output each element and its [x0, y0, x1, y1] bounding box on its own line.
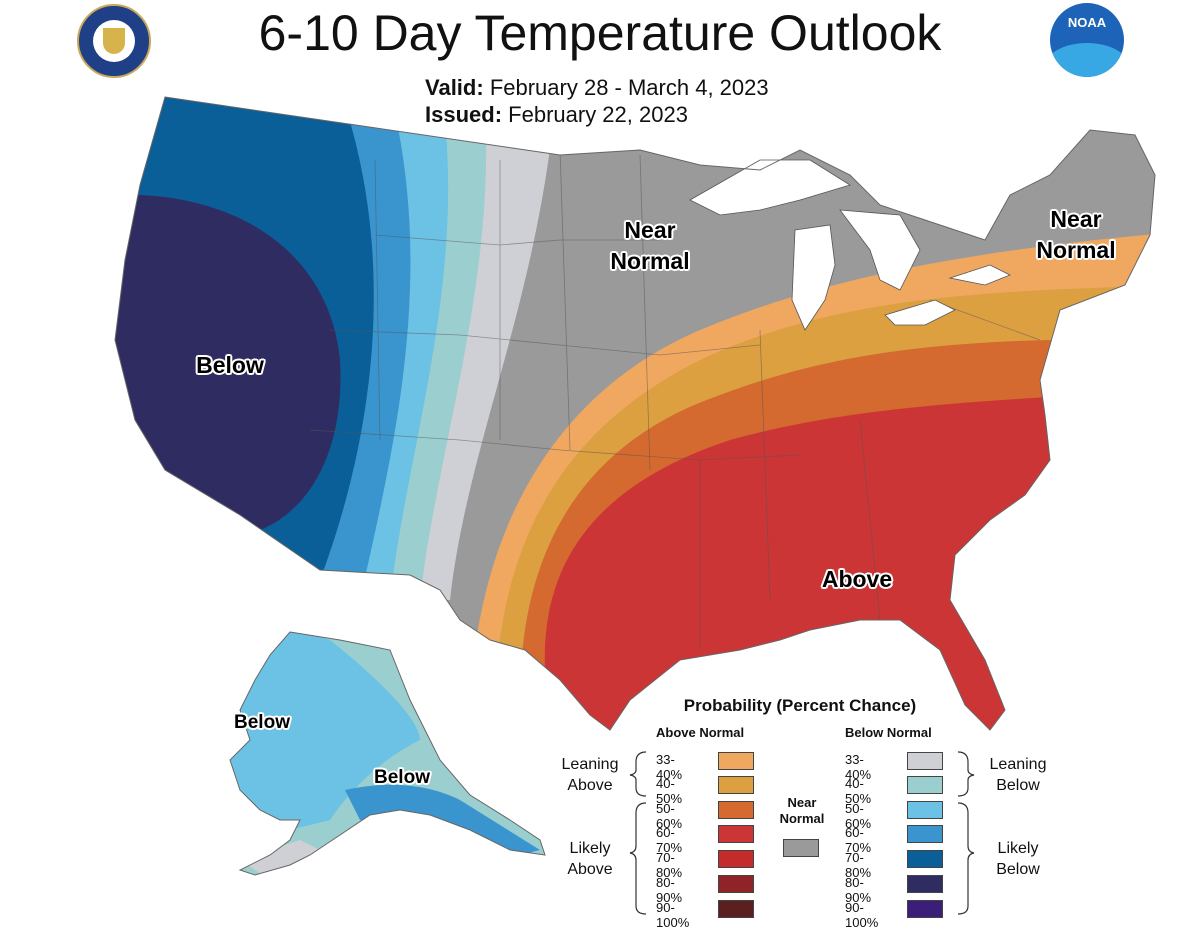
likely-above-label: Likely Above	[567, 840, 613, 878]
below-swatch	[907, 850, 943, 868]
above-swatch	[718, 900, 754, 918]
above-range-label: 70-80%	[656, 850, 683, 880]
below-swatch	[907, 900, 943, 918]
below-range-label: 60-70%	[845, 825, 872, 855]
above-range-label: 80-90%	[656, 875, 683, 905]
leaning-above-label: Leaning Above	[561, 756, 619, 794]
issued-line: Issued: February 22, 2023	[425, 102, 688, 128]
below-range-label: 50-60%	[845, 801, 872, 831]
great-lakes	[689, 159, 1011, 331]
below-swatch	[907, 825, 943, 843]
above-swatch	[718, 875, 754, 893]
legend-brackets	[629, 751, 975, 915]
likely-below-label: Likely Below	[996, 840, 1040, 878]
below-label-west: Below	[196, 352, 264, 378]
leaning-below-label: Leaning Below	[989, 756, 1047, 794]
legend-below-header: Below Normal	[845, 725, 932, 740]
below-label-alaska-south: Below	[374, 767, 430, 788]
below-range-label: 90-100%	[845, 900, 879, 930]
legend-title: Probability (Percent Chance)	[683, 696, 917, 715]
issued-date: February 22, 2023	[508, 102, 688, 127]
below-swatch	[907, 752, 943, 770]
above-range-label: 60-70%	[656, 825, 683, 855]
valid-label: Valid:	[425, 75, 484, 100]
below-swatch	[907, 801, 943, 819]
below-label-alaska-west: Below	[234, 712, 290, 733]
above-range-label: 33-40%	[656, 752, 683, 782]
above-range-label: 40-50%	[656, 776, 683, 806]
noaa-logo-text: NOAA	[1067, 15, 1107, 30]
above-swatch	[718, 850, 754, 868]
valid-dates: February 28 - March 4, 2023	[489, 75, 769, 100]
above-range-label: 50-60%	[656, 801, 683, 831]
valid-line: Valid: February 28 - March 4, 2023	[425, 75, 769, 101]
above-swatch	[718, 825, 754, 843]
legend-above-header: Above Normal	[656, 725, 745, 740]
above-label-southeast: Above	[821, 566, 893, 592]
noaa-logo-icon: NOAA	[1050, 3, 1124, 77]
issued-label: Issued:	[425, 102, 503, 127]
above-swatch	[718, 801, 754, 819]
near-normal-label-northeast: Near Normal	[1036, 206, 1116, 263]
below-range-label: 80-90%	[845, 875, 872, 905]
below-range-label: 33-40%	[845, 752, 872, 782]
below-swatch	[907, 875, 943, 893]
above-swatch	[718, 776, 754, 794]
above-swatch	[718, 752, 754, 770]
near-normal-label-central: Near Normal	[610, 217, 690, 274]
above-range-label: 90-100%	[656, 900, 690, 930]
near-normal-swatch	[783, 839, 819, 857]
below-range-label: 40-50%	[845, 776, 872, 806]
below-range-label: 70-80%	[845, 850, 872, 880]
map-title: 6-10 Day Temperature Outlook	[258, 5, 942, 61]
commerce-seal-icon	[77, 4, 151, 78]
below-swatch	[907, 776, 943, 794]
near-normal-legend-label: Near Normal	[779, 795, 825, 826]
